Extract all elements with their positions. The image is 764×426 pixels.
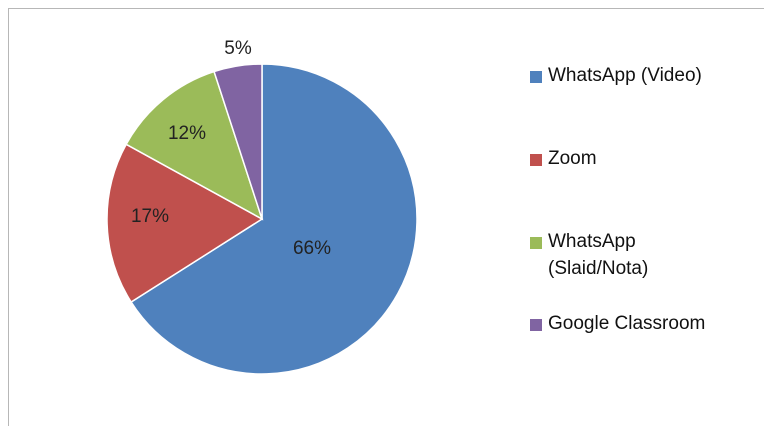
legend-swatch: [530, 319, 542, 331]
pie-slices: [106, 63, 418, 375]
pie-slice-whatsapp-video: [130, 63, 418, 375]
legend-swatch: [530, 154, 542, 166]
slice-data-label: 12%: [168, 123, 206, 144]
legend-item-zoom: Zoom: [530, 148, 597, 172]
legend-label: Zoom: [548, 148, 597, 169]
slice-data-label: 5%: [224, 38, 252, 59]
legend-item-whatsapp-slaid-nota: WhatsApp (Slaid/Nota): [530, 231, 648, 282]
frame-border-left: [8, 8, 9, 426]
legend-swatch: [530, 237, 542, 249]
legend-label: WhatsApp (Slaid/Nota): [548, 231, 649, 279]
pie-slice-zoom: [106, 143, 264, 304]
pie-slice-google-classroom: [213, 63, 263, 220]
legend-label: Google Classroom: [548, 313, 706, 334]
legend-item-whatsapp-video: WhatsApp (Video): [530, 65, 702, 89]
legend-swatch: [530, 71, 542, 83]
legend-label: WhatsApp (Video): [548, 65, 702, 86]
legend-item-google-classroom: Google Classroom: [530, 313, 705, 337]
slice-data-label: 66%: [293, 238, 331, 259]
frame-border-top: [8, 8, 764, 9]
pie-labels: 66% 17% 12% 5%: [131, 38, 331, 259]
pie-slice-whatsapp-slaid-nota: [125, 70, 264, 221]
slice-data-label: 17%: [131, 206, 169, 227]
